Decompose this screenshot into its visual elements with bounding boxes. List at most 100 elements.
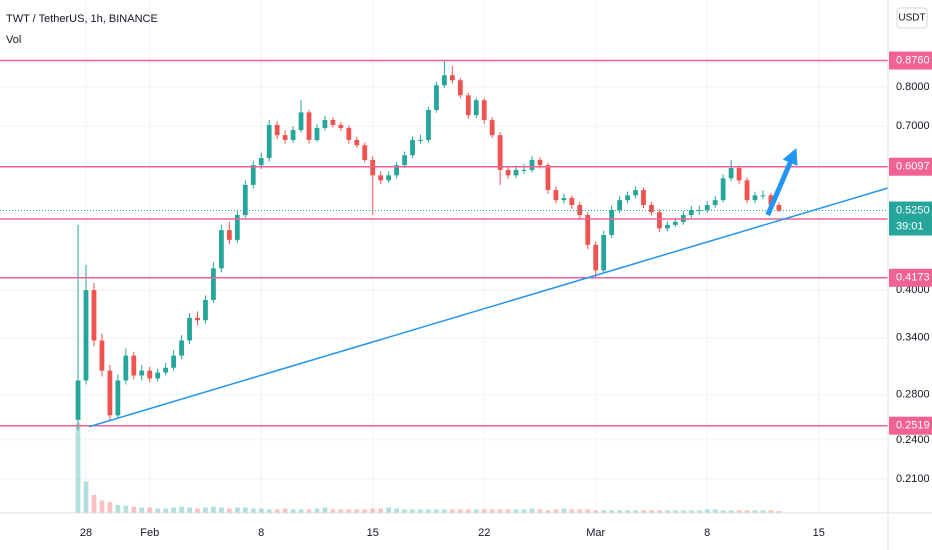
- candle-body: [266, 124, 272, 159]
- volume-bar: [282, 508, 288, 513]
- volume-bar: [83, 481, 89, 513]
- volume-bar: [362, 509, 368, 513]
- volume-bar: [203, 507, 208, 513]
- volume-bar: [147, 507, 153, 513]
- last-price-label: 0.5250: [896, 204, 930, 216]
- volume-bar: [306, 509, 312, 513]
- candle-body: [219, 230, 224, 269]
- volume-bar: [768, 510, 774, 513]
- volume-label: Vol: [6, 34, 21, 46]
- volume-bar: [155, 508, 161, 513]
- candle-body: [338, 124, 344, 128]
- x-tick-label: Feb: [140, 527, 159, 539]
- volume-bar: [672, 510, 678, 513]
- candle-body: [545, 165, 551, 191]
- volume-bar: [195, 508, 200, 513]
- candle-body: [163, 367, 169, 373]
- volume-bar: [744, 510, 750, 513]
- volume-bar: [617, 510, 622, 513]
- level-label: 0.2519: [896, 420, 930, 432]
- volume-bar: [712, 509, 718, 513]
- x-tick-label: 28: [80, 527, 92, 539]
- volume-bar: [704, 509, 710, 513]
- y-tick-label: 0.4000: [896, 284, 930, 296]
- volume-bar: [123, 505, 129, 513]
- y-tick-label: 0.2400: [896, 434, 930, 446]
- volume-bar: [402, 509, 407, 513]
- candle-body: [330, 120, 336, 125]
- x-tick-label: 8: [258, 527, 264, 539]
- volume-bar: [720, 510, 726, 513]
- y-tick-label: 0.2800: [896, 389, 930, 401]
- volume-bar: [410, 509, 415, 513]
- candle-body: [179, 340, 184, 356]
- level-label: 0.8760: [896, 54, 930, 66]
- arrow-head: [782, 147, 798, 166]
- candle-body: [465, 95, 471, 116]
- volume-bar: [625, 510, 630, 513]
- candle-body: [203, 299, 208, 321]
- volume-bar: [298, 509, 304, 513]
- volume-bar: [234, 507, 240, 513]
- candle-body: [585, 215, 591, 245]
- candle-body: [442, 75, 447, 86]
- last-price-tag: [889, 201, 932, 236]
- volume-bar: [561, 508, 567, 513]
- x-tick-label: 15: [813, 527, 825, 539]
- candle-body: [187, 317, 192, 341]
- candle-body: [489, 120, 495, 136]
- candle-body: [322, 120, 328, 128]
- candle-body: [171, 355, 177, 368]
- candle-body: [418, 139, 423, 141]
- volume-bar: [641, 510, 646, 513]
- candle-body: [226, 230, 232, 240]
- x-tick-label: 22: [478, 527, 490, 539]
- volume-bar: [688, 510, 694, 513]
- volume-bar: [776, 511, 782, 513]
- candle-body: [529, 159, 535, 170]
- candle-body: [601, 234, 607, 271]
- volume-bar: [545, 510, 551, 513]
- candle-body: [537, 159, 543, 166]
- candle-body: [139, 370, 145, 376]
- volume-bar: [426, 509, 431, 513]
- candle-body: [75, 380, 81, 420]
- candle-body: [577, 205, 583, 216]
- volume-bar: [577, 509, 583, 513]
- candle-body: [123, 355, 129, 381]
- countdown-label: 39:01: [896, 220, 924, 232]
- volume-bar: [274, 509, 280, 513]
- volume-bar: [346, 509, 352, 513]
- candle-body: [274, 124, 280, 136]
- y-tick-label: 0.7000: [896, 120, 930, 132]
- currency-button[interactable]: [896, 7, 928, 29]
- candle-body: [362, 145, 368, 160]
- volume-bar: [665, 510, 670, 513]
- volume-bar: [497, 509, 503, 513]
- candle-body: [402, 155, 407, 166]
- volume-bar: [131, 506, 137, 513]
- candle-body: [290, 130, 296, 140]
- volume-bar: [680, 510, 686, 513]
- level-tag: [889, 268, 932, 287]
- volume-bar: [553, 509, 559, 513]
- candle-body: [195, 317, 200, 321]
- candle-body: [688, 209, 694, 216]
- volume-bar: [370, 508, 376, 513]
- chart-title: TWT / TetherUS, 1h, BINANCE: [6, 13, 158, 25]
- volume-bar: [585, 509, 591, 513]
- candle-body: [434, 85, 439, 110]
- volume-bar: [457, 509, 463, 513]
- candle-body: [258, 158, 264, 166]
- volume-bar: [266, 509, 272, 513]
- volume-bar: [290, 509, 296, 513]
- candle-body: [497, 135, 503, 170]
- candle-body: [752, 195, 758, 201]
- candle-body: [712, 200, 718, 206]
- candle-body: [473, 100, 479, 116]
- candle-body: [378, 175, 384, 181]
- volume-bar: [226, 508, 232, 513]
- volume-bar: [211, 506, 216, 513]
- volume-bar: [473, 509, 479, 513]
